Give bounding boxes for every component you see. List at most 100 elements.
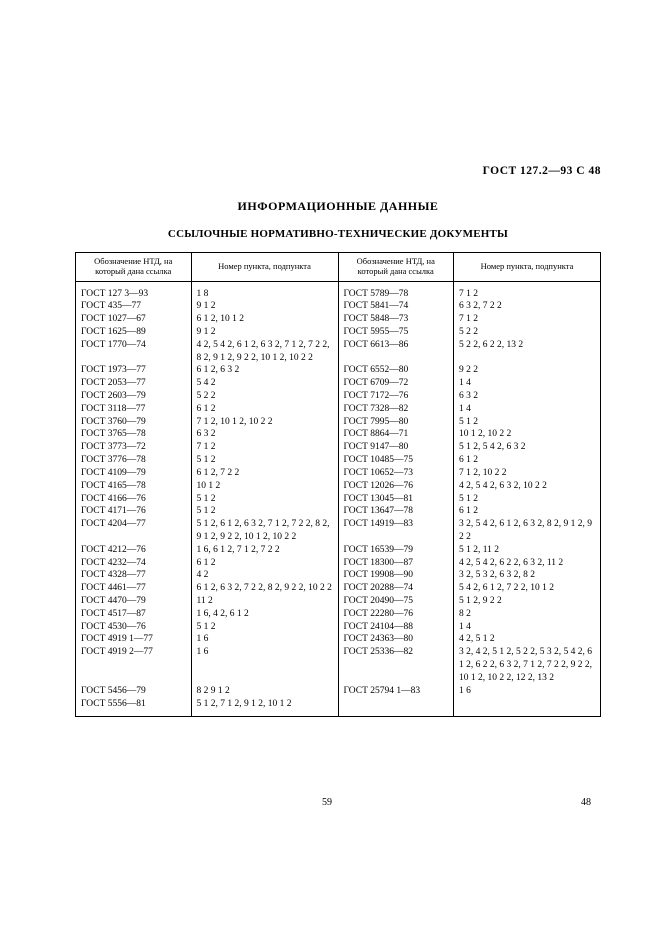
reference-clause: 5 1 2, 11 2 — [454, 544, 601, 557]
reference-clause: 3 2, 4 2, 5 1 2, 5 2 2, 5 3 2, 5 4 2, 6 … — [454, 646, 601, 684]
reference-clause: 8 2 — [454, 608, 601, 621]
reference-clause: 10 1 2, 10 2 2 — [454, 428, 601, 441]
reference-clause: 5 1 2, 9 2 2 — [454, 595, 601, 608]
reference-designation: ГОСТ 5789—78 — [338, 281, 454, 300]
reference-clause: 7 1 2 — [454, 313, 601, 326]
reference-designation: ГОСТ 5556—81 — [76, 698, 192, 717]
reference-designation: ГОСТ 4461—77 — [76, 582, 192, 595]
reference-designation: ГОСТ 12026—76 — [338, 480, 454, 493]
reference-designation: ГОСТ 6709—72 — [338, 377, 454, 390]
reference-designation: ГОСТ 24363—80 — [338, 633, 454, 646]
reference-clause: 10 1 2 — [191, 480, 338, 493]
title-information-data: ИНФОРМАЦИОННЫЕ ДАННЫЕ — [75, 199, 601, 214]
reference-designation: ГОСТ 1770—74 — [76, 339, 192, 365]
reference-clause: 1 6 — [191, 633, 338, 646]
reference-clause: 1 4 — [454, 621, 601, 634]
column-header-designation-right: Обозначение НТД, на который дана ссылка — [338, 253, 454, 282]
reference-clause: 6 1 2 — [454, 454, 601, 467]
reference-clause: 5 1 2 — [454, 416, 601, 429]
reference-clause: 6 1 2 — [191, 403, 338, 416]
reference-designation: ГОСТ 435—77 — [76, 300, 192, 313]
reference-designation: ГОСТ 14919—83 — [338, 518, 454, 544]
reference-clause: 1 4 — [454, 377, 601, 390]
reference-clause: 9 1 2 — [191, 326, 338, 339]
reference-designation: ГОСТ 25336—82 — [338, 646, 454, 684]
reference-designation: ГОСТ 7328—82 — [338, 403, 454, 416]
reference-designation: ГОСТ 10652—73 — [338, 467, 454, 480]
reference-clause: 5 1 2 — [454, 493, 601, 506]
column-header-number-left: Номер пункта, подпункта — [191, 253, 338, 282]
reference-clause: 1 8 — [191, 281, 338, 300]
reference-clause: 4 2, 5 1 2 — [454, 633, 601, 646]
reference-clause: 6 1 2, 10 1 2 — [191, 313, 338, 326]
reference-clause — [454, 698, 601, 717]
reference-clause: 9 1 2 — [191, 300, 338, 313]
reference-designation: ГОСТ 6613—86 — [338, 339, 454, 365]
reference-designation: ГОСТ 24104—88 — [338, 621, 454, 634]
reference-designation: ГОСТ 16539—79 — [338, 544, 454, 557]
reference-designation: ГОСТ 13045—81 — [338, 493, 454, 506]
reference-clause: 3 2, 5 3 2, 6 3 2, 8 2 — [454, 569, 601, 582]
reference-clause: 1 6 — [454, 685, 601, 698]
reference-designation: ГОСТ 9147—80 — [338, 441, 454, 454]
reference-clause: 5 1 2 — [191, 454, 338, 467]
reference-designation: ГОСТ 3765—78 — [76, 428, 192, 441]
reference-clause: 5 1 2 — [191, 505, 338, 518]
title-reference-documents: ССЫЛОЧНЫЕ НОРМАТИВНО-ТЕХНИЧЕСКИЕ ДОКУМЕН… — [75, 228, 601, 240]
reference-clause: 5 2 2 — [191, 390, 338, 403]
reference-clause: 4 2, 5 4 2, 6 3 2, 10 2 2 — [454, 480, 601, 493]
reference-designation: ГОСТ 20490—75 — [338, 595, 454, 608]
reference-designation: ГОСТ 8864—71 — [338, 428, 454, 441]
reference-clause: 6 3 2 — [191, 428, 338, 441]
reference-designation: ГОСТ 4517—87 — [76, 608, 192, 621]
reference-designation: ГОСТ 3773—72 — [76, 441, 192, 454]
reference-designation: ГОСТ 4470—79 — [76, 595, 192, 608]
reference-clause: 7 1 2 — [191, 441, 338, 454]
reference-designation: ГОСТ 5456—79 — [76, 685, 192, 698]
column-header-number-right: Номер пункта, подпункта — [454, 253, 601, 282]
reference-clause: 6 1 2 — [191, 557, 338, 570]
reference-clause: 5 2 2 — [454, 326, 601, 339]
reference-clause: 5 4 2 — [191, 377, 338, 390]
reference-designation: ГОСТ 5848—73 — [338, 313, 454, 326]
reference-designation: ГОСТ 3118—77 — [76, 403, 192, 416]
reference-designation: ГОСТ 18300—87 — [338, 557, 454, 570]
reference-designation: ГОСТ 7995—80 — [338, 416, 454, 429]
reference-designation: ГОСТ 19908—90 — [338, 569, 454, 582]
reference-clause: 5 2 2, 6 2 2, 13 2 — [454, 339, 601, 365]
reference-clause: 5 1 2, 6 1 2, 6 3 2, 7 1 2, 7 2 2, 8 2, … — [191, 518, 338, 544]
reference-designation — [338, 698, 454, 717]
reference-designation: ГОСТ 3776—78 — [76, 454, 192, 467]
reference-designation: ГОСТ 1625—89 — [76, 326, 192, 339]
reference-clause: 6 3 2, 7 2 2 — [454, 300, 601, 313]
reference-clause: 4 2, 5 4 2, 6 1 2, 6 3 2, 7 1 2, 7 2 2, … — [191, 339, 338, 365]
reference-designation: ГОСТ 10485—75 — [338, 454, 454, 467]
reference-designation: ГОСТ 4919 1—77 — [76, 633, 192, 646]
reference-clause: 5 1 2, 7 1 2, 9 1 2, 10 1 2 — [191, 698, 338, 717]
reference-clause: 1 4 — [454, 403, 601, 416]
reference-clause: 5 1 2 — [191, 493, 338, 506]
reference-clause: 7 1 2 — [454, 281, 601, 300]
reference-designation: ГОСТ 4165—78 — [76, 480, 192, 493]
reference-designation: ГОСТ 7172—76 — [338, 390, 454, 403]
reference-table: Обозначение НТД, на который дана ссылка … — [75, 252, 601, 717]
reference-designation: ГОСТ 4109—79 — [76, 467, 192, 480]
reference-clause: 5 1 2 — [191, 621, 338, 634]
page-number-right: 48 — [581, 797, 591, 808]
reference-designation: ГОСТ 1027—67 — [76, 313, 192, 326]
reference-table-body: ГОСТ 127 3—931 8ГОСТ 5789—787 1 2ГОСТ 43… — [76, 281, 601, 717]
reference-clause: 8 2 9 1 2 — [191, 685, 338, 698]
reference-designation: ГОСТ 4212—76 — [76, 544, 192, 557]
reference-designation: ГОСТ 25794 1—83 — [338, 685, 454, 698]
reference-designation: ГОСТ 6552—80 — [338, 364, 454, 377]
reference-designation: ГОСТ 1973—77 — [76, 364, 192, 377]
reference-clause: 6 1 2 — [454, 505, 601, 518]
reference-clause: 3 2, 5 4 2, 6 1 2, 6 3 2, 8 2, 9 1 2, 9 … — [454, 518, 601, 544]
reference-clause: 6 3 2 — [454, 390, 601, 403]
reference-designation: ГОСТ 2053—77 — [76, 377, 192, 390]
reference-clause: 7 1 2, 10 2 2 — [454, 467, 601, 480]
reference-designation: ГОСТ 4919 2—77 — [76, 646, 192, 684]
reference-clause: 4 2 — [191, 569, 338, 582]
reference-designation: ГОСТ 4232—74 — [76, 557, 192, 570]
reference-clause: 5 4 2, 6 1 2, 7 2 2, 10 1 2 — [454, 582, 601, 595]
